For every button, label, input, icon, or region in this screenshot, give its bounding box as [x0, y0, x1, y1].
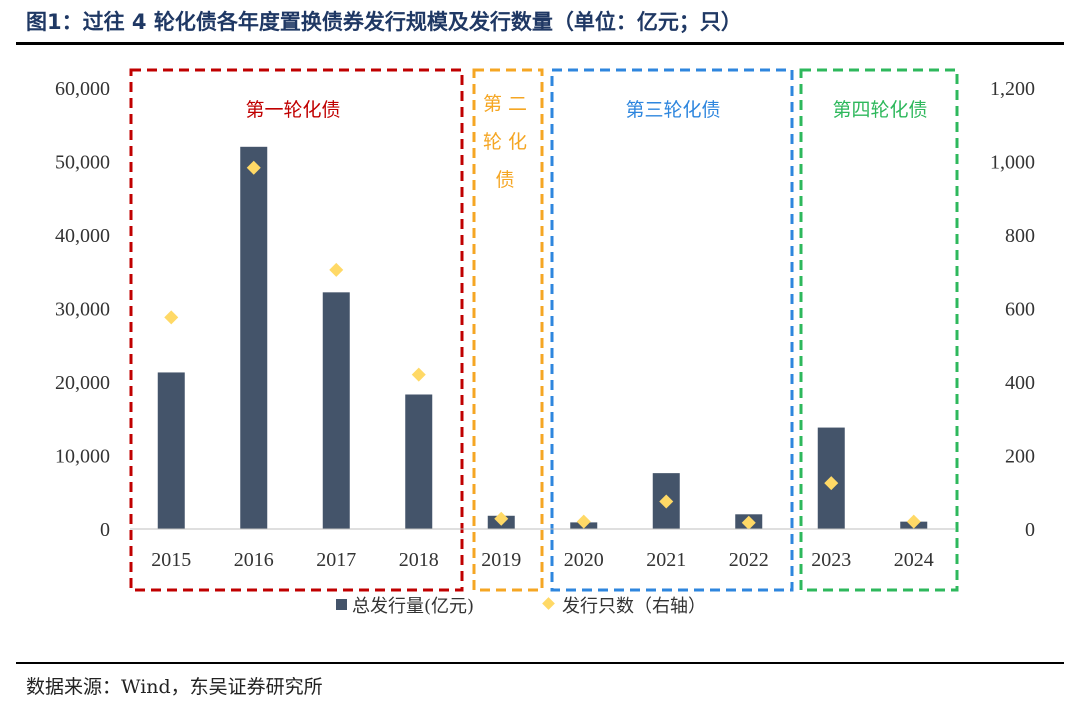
y-tick-right: 200	[1005, 446, 1035, 468]
x-tick-2019: 2019	[481, 549, 521, 571]
y-tick-left: 50,000	[55, 152, 110, 174]
y-tick-right: 1,000	[990, 152, 1035, 174]
y-axis-left: 0 10,000 20,000 30,000 40,000 50,000 60,000	[55, 78, 110, 541]
diamond-2021	[659, 494, 674, 509]
diamond-2023	[824, 476, 839, 491]
bar-2015	[157, 372, 185, 529]
x-tick-2015: 2015	[151, 549, 191, 571]
source-note: 数据来源：Wind，东吴证券研究所	[26, 676, 323, 698]
y-tick-left: 40,000	[55, 225, 110, 247]
diamond-series	[164, 160, 921, 530]
chart-title: 图1：过往 4 轮化债各年度置换债券发行规模及发行数量（单位：亿元；只）	[26, 10, 742, 34]
y-tick-right: 1,200	[990, 78, 1035, 100]
x-axis: 2015 2016 2017 2018 2019 2020 2021 2022 2023 2024	[130, 528, 955, 571]
y-tick-left: 60,000	[55, 78, 110, 100]
diamond-2017	[329, 262, 344, 277]
x-tick-2017: 2017	[316, 549, 356, 571]
zone-label-1: 第一轮化债	[245, 99, 340, 121]
zone-label-4: 第四轮化债	[832, 99, 927, 121]
bar-chart: 第一轮化债 第二轮化债 第三轮化债 第四轮化债 0 10,000 20,000 30,000…	[55, 68, 1035, 617]
diamond-2022	[741, 515, 756, 530]
diamond-2020	[576, 514, 591, 529]
y-tick-left: 0	[100, 519, 110, 541]
zone-label-3: 第三轮化债	[625, 99, 720, 121]
y-tick-left: 10,000	[55, 446, 110, 468]
x-tick-2022: 2022	[729, 549, 769, 571]
y-tick-left: 20,000	[55, 372, 110, 394]
x-tick-2016: 2016	[234, 549, 274, 571]
legend-bar-swatch	[336, 599, 347, 610]
bar-2017	[322, 292, 350, 529]
diamond-2024	[906, 514, 921, 529]
zone-frames: 第一轮化债 第二轮化债 第三轮化债 第四轮化债	[129, 68, 959, 592]
x-tick-2021: 2021	[646, 549, 686, 571]
bar-2018	[405, 394, 433, 529]
title-divider	[16, 42, 1064, 45]
zone-frame-1	[129, 68, 464, 592]
zone-label-2: 第二轮化债	[483, 93, 533, 191]
y-tick-right: 0	[1025, 519, 1035, 541]
zone-frame-2	[472, 68, 544, 592]
y-tick-right: 400	[1005, 372, 1035, 394]
y-axis-right: 0 200 400 600 800 1,000 1,200	[990, 78, 1035, 541]
y-tick-left: 30,000	[55, 299, 110, 321]
x-tick-2024: 2024	[894, 549, 934, 571]
diamond-2018	[411, 367, 426, 382]
zone-frame-3	[550, 68, 794, 592]
bar-2016	[240, 146, 268, 530]
x-tick-2020: 2020	[564, 549, 604, 571]
diamond-2019	[494, 511, 509, 526]
source-divider	[16, 662, 1064, 664]
diamond-2016	[246, 160, 261, 175]
zone-frame-4	[799, 68, 959, 592]
y-tick-right: 800	[1005, 225, 1035, 247]
legend-diamond-label: 发行只数（右轴）	[562, 596, 706, 617]
x-tick-2023: 2023	[811, 549, 851, 571]
legend-diamond-swatch	[542, 597, 555, 610]
legend-bar-label: 总发行量(亿元)	[352, 596, 474, 617]
bar-series	[157, 146, 928, 530]
x-tick-2018: 2018	[399, 549, 439, 571]
legend: 总发行量(亿元) 发行只数（右轴）	[336, 596, 706, 617]
y-tick-right: 600	[1005, 299, 1035, 321]
diamond-2015	[164, 310, 179, 325]
